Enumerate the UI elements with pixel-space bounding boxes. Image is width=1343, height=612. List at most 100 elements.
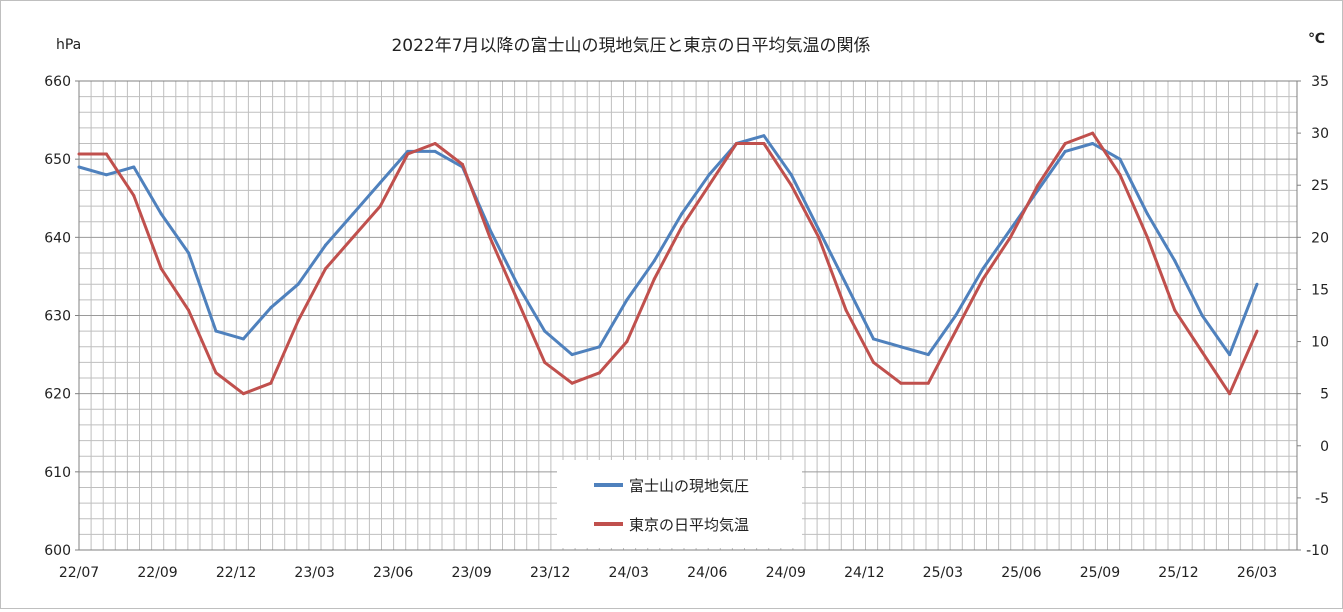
data-point bbox=[817, 235, 821, 239]
data-point bbox=[789, 173, 793, 177]
data-point bbox=[954, 329, 958, 333]
data-point bbox=[269, 306, 273, 310]
left-tick-label: 610 bbox=[44, 465, 71, 481]
data-point bbox=[159, 267, 163, 271]
right-tick-label: 0 bbox=[1320, 439, 1329, 455]
data-point bbox=[543, 329, 547, 333]
data-point bbox=[707, 183, 711, 187]
data-point bbox=[1173, 308, 1177, 312]
data-point bbox=[187, 251, 191, 255]
chart-title: 2022年7月以降の富士山の現地気圧と東京の日平均気温の関係 bbox=[391, 36, 870, 56]
data-point bbox=[187, 308, 191, 312]
right-tick-label: 25 bbox=[1311, 178, 1329, 194]
x-tick-label: 22/07 bbox=[59, 565, 99, 581]
x-tick-label: 23/12 bbox=[530, 565, 570, 581]
data-point bbox=[680, 212, 684, 216]
x-tick-label: 23/09 bbox=[451, 565, 491, 581]
series-line-pressure bbox=[78, 134, 1259, 357]
data-point bbox=[625, 340, 629, 344]
data-point bbox=[598, 345, 602, 349]
data-point bbox=[1091, 131, 1095, 135]
series-lines bbox=[77, 131, 1259, 396]
x-tick-label: 23/06 bbox=[373, 565, 413, 581]
data-point bbox=[351, 212, 355, 216]
data-point bbox=[1145, 235, 1149, 239]
x-tick-label: 24/09 bbox=[766, 565, 806, 581]
data-point bbox=[1063, 149, 1067, 153]
right-tick-label: 35 bbox=[1311, 74, 1329, 90]
data-point bbox=[324, 243, 328, 247]
data-point bbox=[461, 162, 465, 166]
data-point bbox=[1008, 235, 1012, 239]
data-point bbox=[132, 194, 136, 198]
data-point bbox=[652, 277, 656, 281]
x-tick-label: 25/12 bbox=[1158, 565, 1198, 581]
right-tick-label: -10 bbox=[1306, 543, 1329, 559]
data-point bbox=[104, 173, 108, 177]
legend: 富士山の現地気圧 東京の日平均気温 bbox=[557, 460, 802, 548]
data-point bbox=[570, 353, 574, 357]
data-point bbox=[515, 298, 519, 302]
data-point bbox=[159, 212, 163, 216]
data-point bbox=[598, 371, 602, 375]
data-point bbox=[77, 165, 81, 169]
data-point bbox=[1255, 282, 1259, 286]
data-point bbox=[762, 142, 766, 146]
data-point bbox=[241, 337, 245, 341]
data-point bbox=[1228, 353, 1232, 357]
data-point bbox=[652, 259, 656, 263]
data-point bbox=[433, 142, 437, 146]
data-point bbox=[324, 267, 328, 271]
data-point bbox=[296, 319, 300, 323]
data-point bbox=[680, 225, 684, 229]
data-point bbox=[296, 282, 300, 286]
x-tick-label: 22/12 bbox=[216, 565, 256, 581]
data-point bbox=[899, 345, 903, 349]
data-point bbox=[926, 381, 930, 385]
right-tick-label: 20 bbox=[1311, 230, 1329, 246]
data-point bbox=[871, 360, 875, 364]
data-point bbox=[926, 353, 930, 357]
x-tick-label: 24/03 bbox=[609, 565, 649, 581]
data-point bbox=[844, 308, 848, 312]
data-point bbox=[1118, 173, 1122, 177]
data-point bbox=[378, 181, 382, 185]
data-point bbox=[1255, 329, 1259, 333]
data-point bbox=[378, 204, 382, 208]
right-tick-label: 30 bbox=[1311, 126, 1329, 142]
data-point bbox=[1145, 212, 1149, 216]
data-point bbox=[1228, 392, 1232, 396]
data-point bbox=[1063, 142, 1067, 146]
data-point bbox=[406, 152, 410, 156]
x-tick-label: 23/03 bbox=[294, 565, 334, 581]
data-point bbox=[1008, 228, 1012, 232]
data-point bbox=[132, 165, 136, 169]
x-tick-label: 25/06 bbox=[1001, 565, 1041, 581]
data-point bbox=[844, 282, 848, 286]
data-point bbox=[77, 152, 81, 156]
right-tick-label: 5 bbox=[1320, 387, 1329, 403]
data-point bbox=[543, 360, 547, 364]
left-tick-label: 620 bbox=[44, 387, 71, 403]
data-point bbox=[734, 142, 738, 146]
data-point bbox=[570, 381, 574, 385]
data-point bbox=[1118, 157, 1122, 161]
data-point bbox=[899, 381, 903, 385]
data-point bbox=[981, 267, 985, 271]
data-point bbox=[488, 228, 492, 232]
data-point bbox=[817, 228, 821, 232]
left-tick-label: 630 bbox=[44, 309, 71, 325]
data-point bbox=[214, 329, 218, 333]
data-point bbox=[1173, 259, 1177, 263]
data-point bbox=[269, 381, 273, 385]
data-point bbox=[214, 371, 218, 375]
x-tick-label: 22/09 bbox=[137, 565, 177, 581]
data-point bbox=[954, 314, 958, 317]
data-point bbox=[789, 183, 793, 187]
data-point bbox=[488, 235, 492, 239]
axis-tick-labels: 600 610 620 630 640 650 660 -10 -5 0 5 10 15 20 25 30 35… bbox=[44, 74, 1329, 581]
data-point bbox=[1200, 350, 1204, 354]
data-point bbox=[707, 173, 711, 177]
